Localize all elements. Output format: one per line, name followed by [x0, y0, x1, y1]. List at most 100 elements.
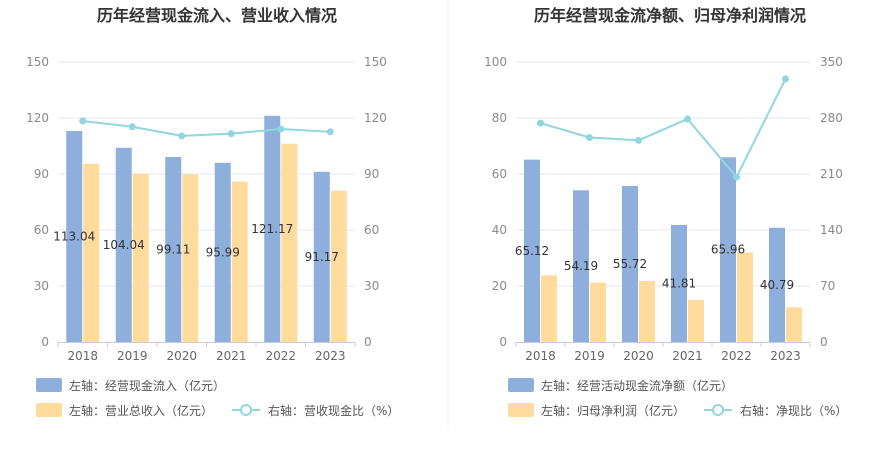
legend-label-line: 右轴：营收现金比（%）: [268, 403, 399, 418]
bar-primary: [573, 190, 589, 342]
x-axis-tick: 2019: [574, 349, 605, 363]
bar-primary: [313, 171, 330, 342]
legend-swatch-primary: [508, 378, 534, 392]
legend-label-primary: 左轴：经营现金流入（亿元）: [69, 378, 225, 393]
legend-swatch-primary: [36, 378, 62, 392]
x-axis-tick: 2023: [770, 349, 801, 363]
bar-primary: [214, 162, 231, 342]
chart-title: 历年经营现金流净额、归母净利润情况: [534, 6, 806, 25]
ratio-point: [227, 130, 235, 138]
chart-2: 历年经营现金流净额、归母净利润情况 0 20 40 60 80 100 0 70 140 210 28…: [484, 6, 847, 418]
bar-data-label: 95.99: [206, 245, 240, 259]
left-axis-tick: 0: [41, 335, 49, 349]
x-axis-tick: 2020: [166, 349, 197, 363]
bar-primary: [769, 227, 785, 342]
bar-secondary: [590, 282, 606, 342]
right-axis-tick: 280: [820, 111, 843, 125]
ratio-point: [586, 134, 593, 142]
left-axis-tick: 40: [492, 223, 507, 237]
left-axis-tick: 0: [499, 335, 507, 349]
bar-data-label: 54.19: [564, 259, 598, 273]
legend-label-line: 右轴：净现比（%）: [740, 403, 847, 418]
x-axis-tick: 2021: [216, 349, 247, 363]
bar-data-label: 65.12: [515, 244, 549, 258]
ratio-point: [178, 132, 186, 140]
legend-label-secondary: 左轴：归母净利润（亿元）: [541, 403, 685, 418]
x-axis-tick: 2022: [721, 349, 752, 363]
bar-secondary: [786, 307, 802, 342]
legend-label-secondary: 左轴：营业总收入（亿元）: [69, 403, 213, 418]
x-axis-tick: 2021: [672, 349, 703, 363]
left-axis-tick: 80: [492, 111, 507, 125]
bar-primary: [622, 185, 638, 342]
legend-swatch-secondary: [508, 403, 534, 417]
ratio-point: [635, 136, 642, 144]
bar-secondary: [541, 275, 557, 342]
bar-secondary: [182, 174, 199, 342]
bar-data-label: 121.17: [251, 222, 293, 236]
bar-data-label: 104.04: [103, 238, 145, 252]
bar-primary: [115, 147, 132, 342]
bar-primary: [524, 159, 540, 342]
bar-data-label: 40.79: [760, 278, 794, 292]
bar-primary: [720, 157, 736, 342]
left-axis-tick: 100: [484, 55, 507, 69]
right-axis-tick: 30: [364, 279, 379, 293]
bar-data-label: 113.04: [53, 229, 95, 243]
right-axis-tick: 140: [820, 223, 843, 237]
x-axis-tick: 2018: [525, 349, 556, 363]
chart-title: 历年经营现金流入、营业收入情况: [97, 6, 337, 25]
bar-data-label: 91.17: [305, 250, 339, 264]
bar-secondary: [281, 143, 298, 342]
ratio-point: [733, 173, 740, 181]
ratio-point: [128, 123, 136, 131]
bar-secondary: [83, 163, 100, 342]
legend-line-marker-icon: [712, 404, 724, 416]
ratio-point: [782, 75, 789, 83]
ratio-point: [684, 115, 691, 123]
ratio-point: [537, 119, 544, 127]
right-axis-tick: 210: [820, 167, 843, 181]
chart-1: 历年经营现金流入、营业收入情况 0 30 60 90 120 150 0 30 60 90 120 15…: [26, 6, 399, 418]
legend-label-primary: 左轴：经营活动现金流净额（亿元）: [541, 378, 733, 393]
right-axis-tick: 0: [364, 335, 372, 349]
x-axis-tick: 2022: [265, 349, 296, 363]
ratio-line: [82, 119, 331, 137]
right-axis-tick: 0: [820, 335, 828, 349]
ratio-point: [79, 117, 87, 125]
bar-primary: [165, 156, 182, 342]
left-axis-tick: 150: [26, 55, 49, 69]
left-axis-tick: 20: [492, 279, 507, 293]
x-axis-tick: 2019: [117, 349, 148, 363]
ratio-line: [540, 78, 787, 179]
right-axis-tick: 120: [364, 111, 387, 125]
legend-swatch-secondary: [36, 403, 62, 417]
bar-primary: [671, 224, 687, 342]
left-axis-tick: 60: [492, 167, 507, 181]
right-axis-tick: 90: [364, 167, 379, 181]
bar-primary: [66, 130, 83, 342]
ratio-point: [326, 128, 334, 136]
bar-data-label: 65.96: [711, 243, 745, 257]
left-axis-tick: 30: [34, 279, 49, 293]
left-axis-tick: 90: [34, 167, 49, 181]
legend-line-marker-icon: [240, 404, 252, 416]
bar-data-label: 41.81: [662, 276, 696, 290]
bar-secondary: [132, 173, 149, 342]
bar-secondary: [688, 300, 704, 342]
bar-data-label: 55.72: [613, 257, 647, 271]
right-axis-tick: 350: [820, 55, 843, 69]
ratio-point: [277, 125, 285, 133]
bar-secondary: [639, 280, 655, 342]
right-axis-tick: 70: [820, 279, 835, 293]
bar-secondary: [330, 190, 347, 342]
bar-secondary: [231, 181, 248, 342]
bar-secondary: [737, 252, 753, 342]
left-axis-tick: 120: [26, 111, 49, 125]
x-axis-tick: 2023: [315, 349, 346, 363]
left-axis-tick: 60: [34, 223, 49, 237]
x-axis-tick: 2020: [623, 349, 654, 363]
x-axis-tick: 2018: [67, 349, 98, 363]
